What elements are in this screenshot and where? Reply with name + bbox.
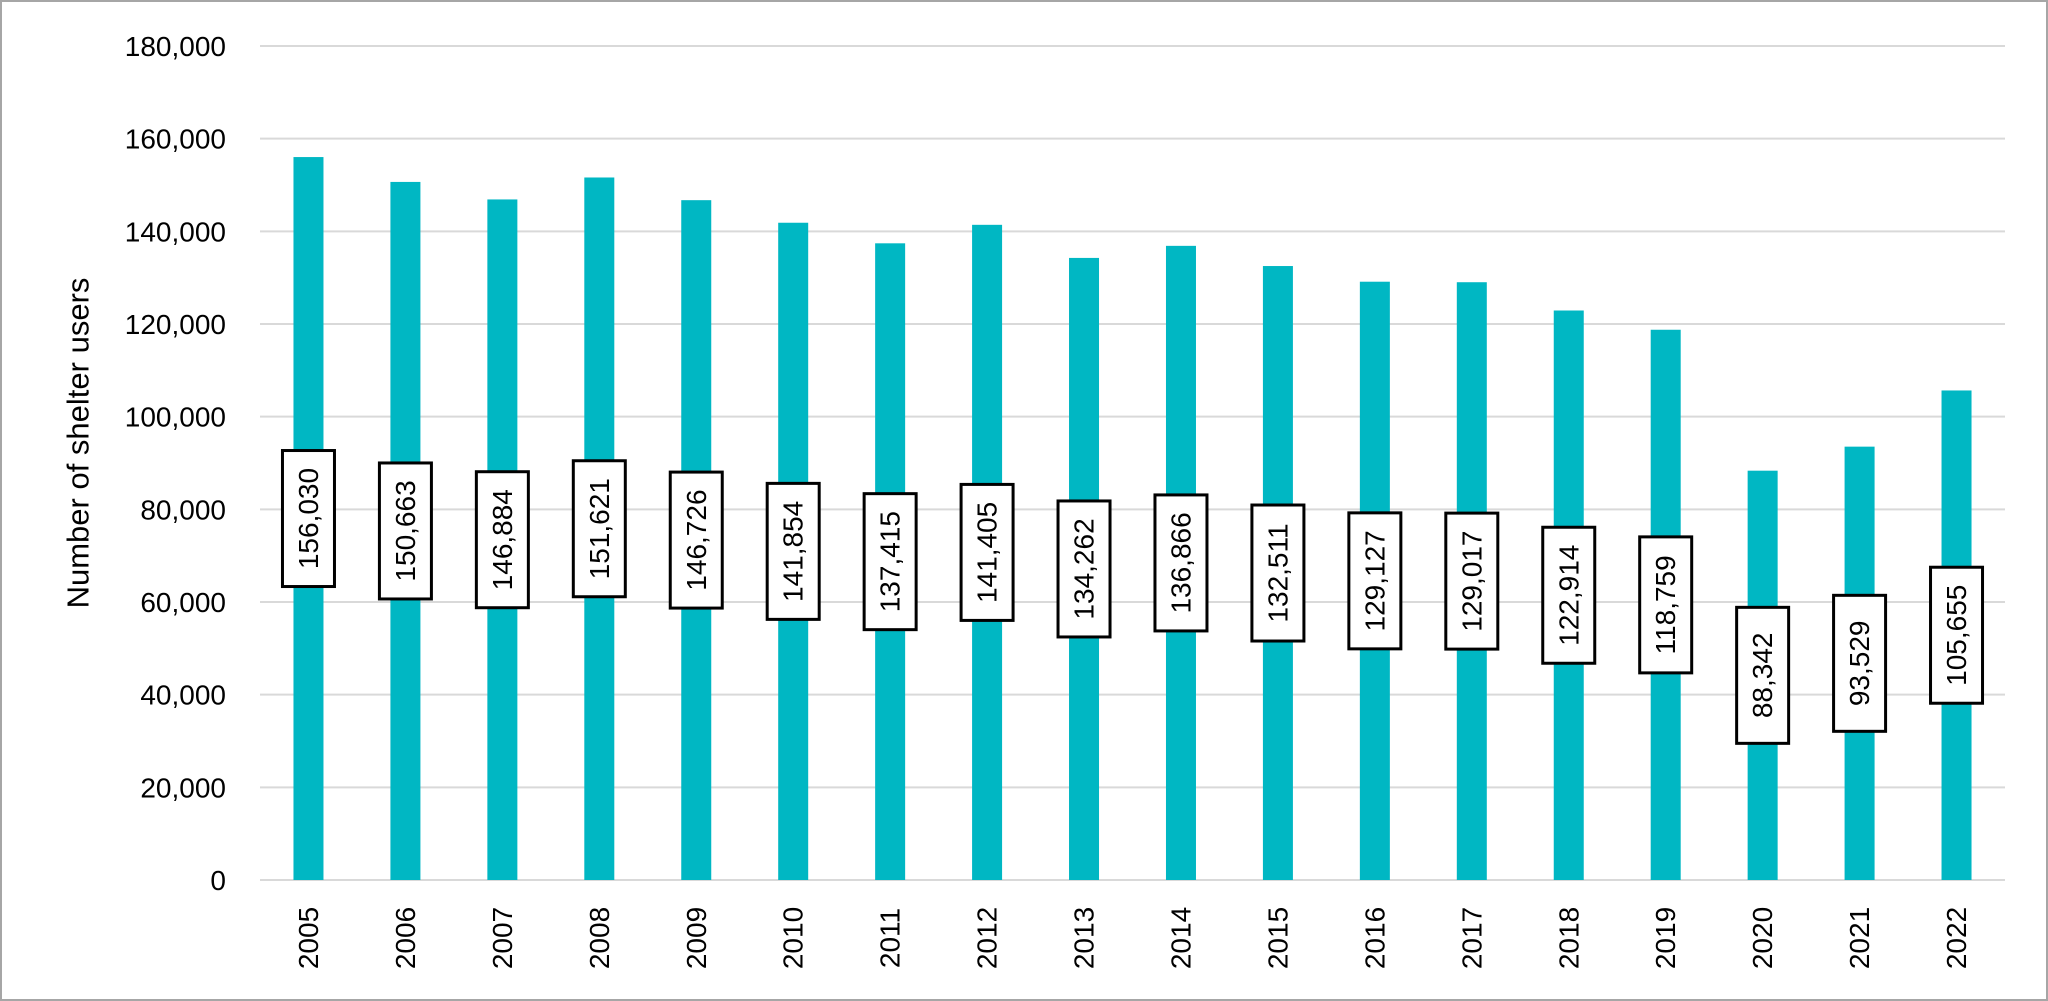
data-label-box: 118,759 (1638, 535, 1694, 675)
data-labels: 156,030 150,663 146,884 151,621 146,726 141,8… (280, 449, 1985, 745)
x-tick-label: 2012 (972, 907, 1003, 969)
data-label-frame (1153, 493, 1209, 633)
data-label-frame (377, 461, 433, 601)
data-label-box: 150,663 (377, 461, 433, 601)
data-label: 146,884 (487, 489, 518, 590)
data-label-box: 129,127 (1347, 511, 1403, 651)
data-label-frame (765, 481, 821, 621)
x-axis-tick-labels: 2005 2006 2007 2008 2009 2010 2011 2012 2013 2014… (293, 907, 1972, 969)
y-axis-tick-labels: 0 20,000 40,000 60,000 80,000 100,000 120,000 1… (125, 31, 226, 896)
y-tick-label: 80,000 (140, 494, 226, 525)
y-tick-label: 180,000 (125, 31, 226, 62)
data-label: 129,127 (1359, 530, 1390, 631)
data-label: 136,866 (1165, 512, 1196, 613)
data-label-frame (1056, 499, 1112, 639)
x-tick-label: 2011 (875, 908, 906, 968)
y-tick-label: 20,000 (140, 772, 226, 803)
y-tick-label: 0 (210, 865, 226, 896)
data-label: 150,663 (390, 480, 421, 581)
data-label: 146,726 (681, 489, 712, 590)
data-label: 93,529 (1844, 621, 1875, 707)
data-label-box: 151,621 (571, 459, 627, 599)
y-tick-label: 120,000 (125, 309, 226, 340)
data-label-box: 105,655 (1929, 565, 1985, 705)
data-label-frame (862, 492, 918, 632)
data-label-box: 146,884 (474, 470, 530, 610)
data-label-box: 146,726 (668, 470, 724, 610)
x-tick-label: 2005 (293, 907, 324, 969)
data-label-box: 129,017 (1444, 511, 1500, 651)
x-tick-label: 2014 (1165, 907, 1196, 969)
data-label: 129,017 (1456, 531, 1487, 632)
data-label-frame (1638, 535, 1694, 675)
data-label-frame (571, 459, 627, 599)
data-label: 141,405 (972, 502, 1003, 603)
x-tick-label: 2010 (778, 907, 809, 969)
x-tick-label: 2006 (390, 907, 421, 969)
y-tick-label: 160,000 (125, 124, 226, 155)
x-tick-label: 2017 (1456, 907, 1487, 969)
data-label-frame (280, 449, 336, 589)
data-label: 141,854 (778, 501, 809, 602)
data-label-box: 122,914 (1541, 525, 1597, 665)
x-tick-label: 2016 (1359, 907, 1390, 969)
data-label-box: 93,529 (1832, 593, 1888, 733)
data-label: 122,914 (1553, 545, 1584, 646)
data-label: 105,655 (1941, 585, 1972, 686)
y-axis-title: Number of shelter users (61, 278, 96, 609)
data-label-frame (1929, 565, 1985, 705)
x-tick-label: 2018 (1553, 907, 1584, 969)
x-tick-label: 2007 (487, 907, 518, 969)
data-label-frame (474, 470, 530, 610)
data-label: 88,342 (1747, 633, 1778, 719)
data-label-frame (1347, 511, 1403, 651)
x-tick-label: 2020 (1747, 907, 1778, 969)
x-tick-label: 2009 (681, 907, 712, 969)
data-label-frame (959, 482, 1015, 622)
data-label-box: 132,511 (1250, 503, 1306, 643)
y-tick-label: 40,000 (140, 680, 226, 711)
data-label: 132,511 (1262, 523, 1293, 622)
gridlines (260, 45, 2005, 881)
data-label-box: 141,854 (765, 481, 821, 621)
x-tick-label: 2015 (1262, 907, 1293, 969)
data-label-box: 137,415 (862, 492, 918, 632)
data-label-frame (668, 470, 724, 610)
data-label-frame (1250, 503, 1306, 643)
y-tick-label: 60,000 (140, 587, 226, 618)
x-tick-label: 2021 (1844, 907, 1875, 969)
data-label-frame (1832, 593, 1888, 733)
data-label: 134,262 (1069, 518, 1100, 619)
bars (293, 157, 1972, 881)
x-tick-label: 2022 (1941, 907, 1972, 969)
data-label: 118,759 (1650, 555, 1681, 654)
y-tick-label: 100,000 (125, 402, 226, 433)
data-label-frame (1541, 525, 1597, 665)
data-label-frame (1444, 511, 1500, 651)
data-label-box: 134,262 (1056, 499, 1112, 639)
x-tick-label: 2008 (584, 907, 615, 969)
data-label-box: 136,866 (1153, 493, 1209, 633)
data-label: 156,030 (293, 468, 324, 569)
data-label: 137,415 (875, 511, 906, 612)
data-label-box: 88,342 (1735, 605, 1791, 745)
x-tick-label: 2019 (1650, 907, 1681, 969)
data-label-box: 141,405 (959, 482, 1015, 622)
data-label-box: 156,030 (280, 449, 336, 589)
data-label-frame (1735, 605, 1791, 745)
x-tick-label: 2013 (1069, 907, 1100, 969)
data-label: 151,621 (584, 478, 615, 579)
y-tick-label: 140,000 (125, 216, 226, 247)
